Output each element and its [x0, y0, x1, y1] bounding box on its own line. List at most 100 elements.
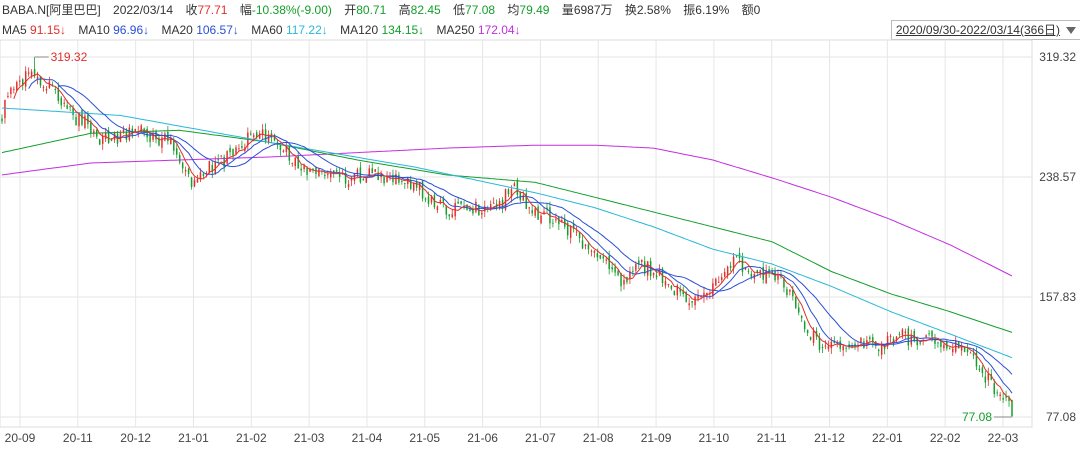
candle-body — [368, 168, 371, 175]
candle-up — [19, 75, 21, 87]
candle-down — [833, 336, 836, 344]
candle-body — [217, 159, 219, 161]
dropdown-arrow-icon[interactable] — [1066, 27, 1076, 35]
candle-body — [590, 250, 593, 252]
candle-down — [264, 123, 267, 144]
candle-body — [795, 296, 797, 308]
candle-up — [291, 162, 294, 167]
amplitude-value: 6.19% — [695, 3, 730, 17]
candle-body — [300, 168, 302, 171]
candle-down — [404, 182, 406, 189]
candle-body — [324, 174, 326, 177]
candle-up — [726, 265, 729, 279]
candle-down — [558, 216, 560, 231]
ma-legend: MA5 91.15↓ MA10 96.96↓ MA20 106.57↓ MA60… — [0, 20, 1080, 40]
candle-down — [176, 143, 178, 159]
candle-down — [211, 160, 214, 178]
candle-body — [729, 265, 732, 268]
candle-body — [809, 336, 812, 340]
x-tick-label: 21-03 — [294, 431, 325, 445]
high-value: 82.45 — [410, 3, 441, 17]
candle-body — [966, 349, 969, 353]
candle-body — [69, 106, 71, 108]
ma20-value: 106.57↓ — [196, 23, 239, 37]
candle-body — [451, 214, 453, 218]
candle-down — [1002, 392, 1004, 404]
candle-body — [670, 285, 673, 289]
candle-body — [792, 290, 794, 297]
candle-body — [830, 341, 833, 349]
candle-body — [572, 223, 575, 229]
candle-body — [507, 189, 510, 195]
candle-up — [365, 177, 368, 183]
candle-body — [952, 348, 954, 353]
candle-up — [528, 206, 530, 214]
candle-body — [783, 277, 785, 288]
turnover-value: 2.58% — [636, 3, 671, 17]
candle-body — [404, 183, 406, 185]
candle-up — [24, 66, 27, 91]
candle-body — [984, 376, 987, 383]
candle-up — [569, 225, 572, 244]
candle-down — [187, 167, 190, 178]
candle-body — [735, 255, 738, 257]
candle-body — [741, 256, 744, 272]
candle-body — [575, 231, 578, 233]
candle-down — [907, 325, 910, 351]
candle-body — [439, 200, 442, 204]
candle-body — [164, 133, 166, 141]
candle-body — [445, 205, 448, 215]
candle-body — [712, 283, 714, 296]
candle-up — [635, 261, 637, 276]
x-tick-label: 21-12 — [814, 431, 845, 445]
candle-up — [193, 176, 196, 188]
candle-up — [676, 283, 679, 301]
candle-body — [987, 373, 990, 381]
candle-body — [1002, 397, 1004, 400]
candle-body — [919, 342, 921, 344]
candle-body — [261, 129, 264, 136]
candle-body — [969, 352, 972, 354]
candle-body — [880, 344, 883, 355]
candle-down — [898, 331, 901, 337]
candle-body — [534, 208, 536, 216]
candle-body — [418, 182, 421, 190]
candle-body — [827, 346, 830, 349]
candle-body — [332, 170, 335, 173]
candle-down — [552, 218, 554, 228]
candle-up — [561, 215, 563, 222]
candle-body — [42, 87, 45, 89]
candle-up — [436, 205, 439, 214]
candle-body — [673, 291, 676, 296]
candle-body — [51, 84, 54, 86]
candle-body — [199, 172, 202, 180]
candle-body — [632, 270, 634, 272]
candle-body — [732, 256, 735, 269]
candle-up — [703, 286, 705, 303]
candle-down — [21, 78, 24, 91]
candle-down — [783, 277, 785, 293]
candle-down — [273, 133, 276, 142]
candle-body — [525, 193, 528, 209]
candle-body — [800, 316, 803, 319]
candle-body — [481, 212, 483, 215]
high-label: 高 — [398, 3, 411, 17]
x-tick-label: 21-08 — [583, 431, 614, 445]
ma5-line — [13, 73, 1013, 403]
candle-body — [910, 334, 913, 345]
candle-body — [498, 200, 501, 207]
candle-up — [943, 342, 945, 352]
candle-body — [190, 177, 193, 188]
candle-body — [374, 169, 376, 172]
close-label: 收 — [185, 3, 198, 17]
candle-body — [427, 196, 430, 204]
candle-body — [30, 71, 33, 76]
candle-body — [978, 368, 981, 370]
candle-up — [13, 86, 15, 94]
candle-body — [81, 110, 83, 125]
candle-body — [999, 394, 1001, 397]
candle-up — [593, 250, 596, 258]
candle-body — [614, 266, 616, 273]
candle-body — [578, 232, 581, 239]
